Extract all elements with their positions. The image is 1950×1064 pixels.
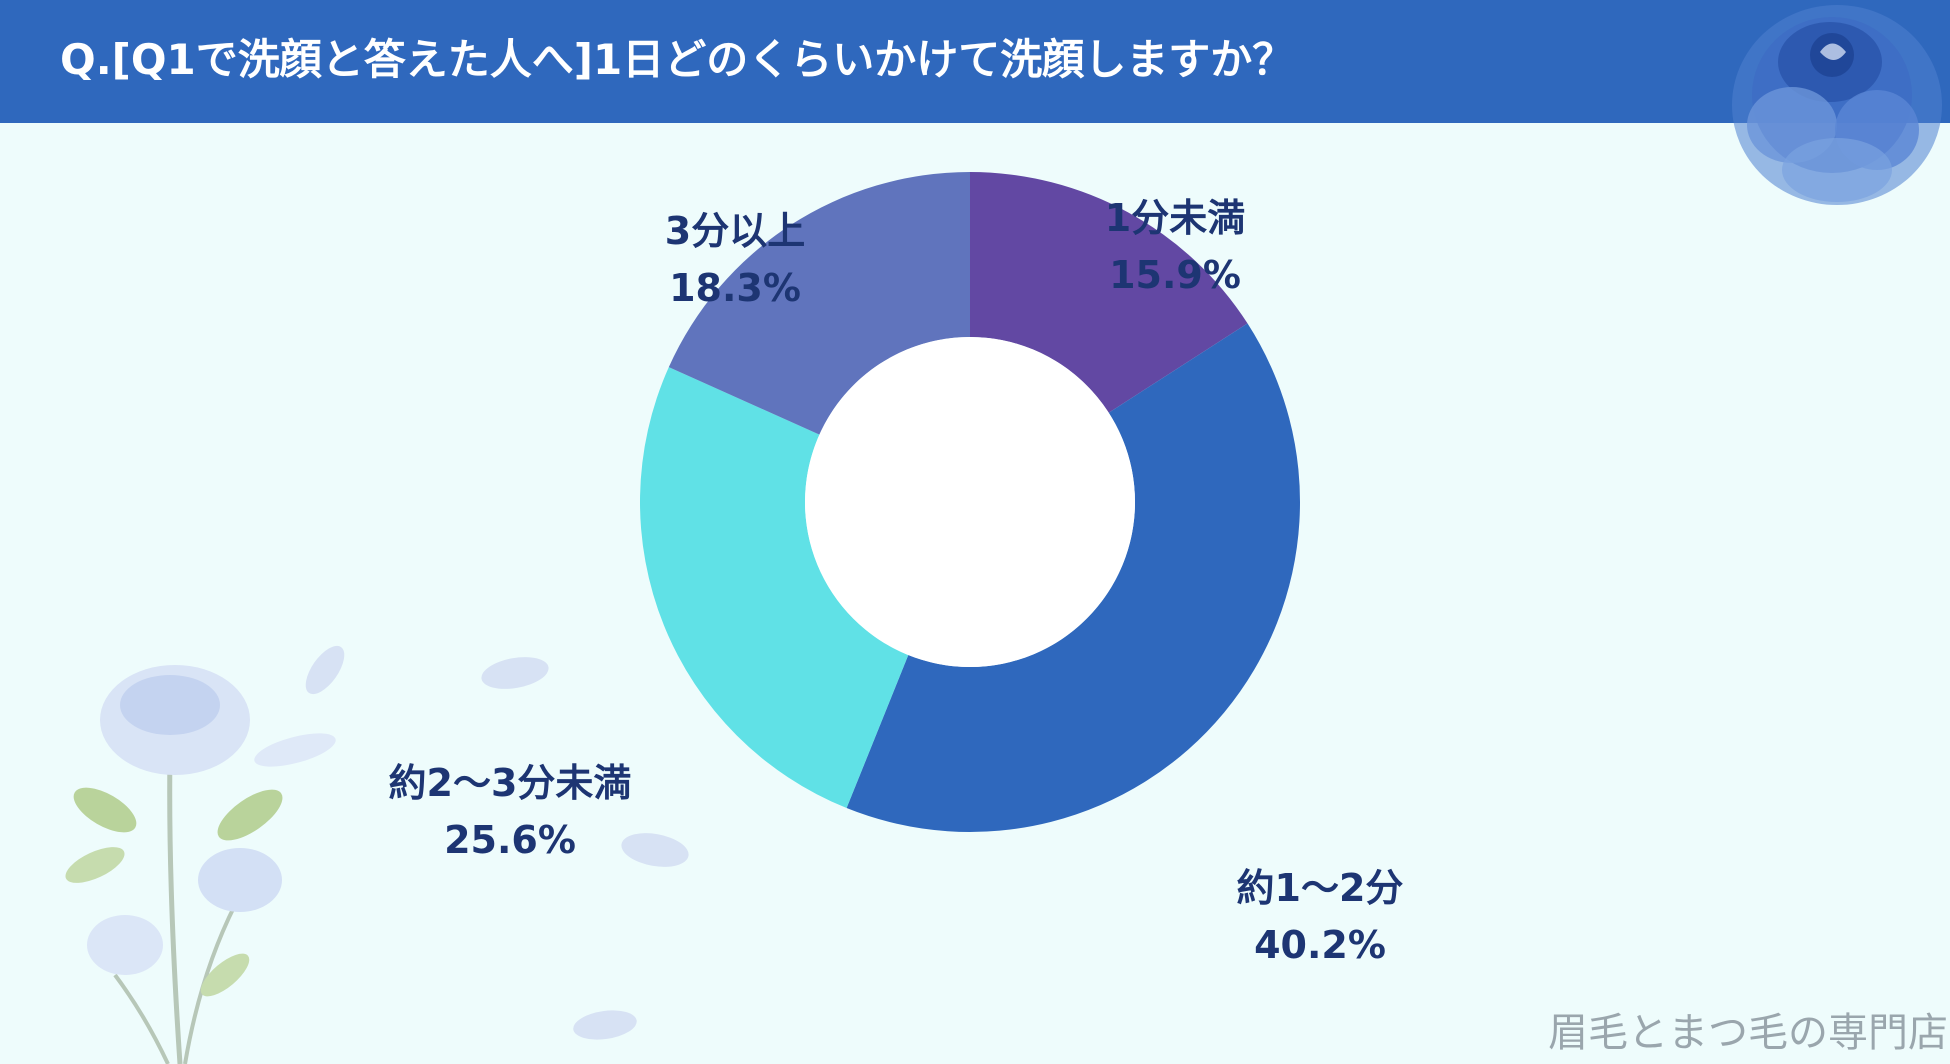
slice-category-label: 1分未満 <box>1104 196 1246 240</box>
slice-value-label: 18.3% <box>669 266 801 310</box>
petal-icon <box>481 657 549 689</box>
slice-label-3min-plus: 3分以上 18.3% <box>575 203 895 317</box>
white-rose-branch-icon <box>65 665 336 1064</box>
donut-slice-0 <box>970 172 1248 413</box>
watermark-text: 眉毛とまつ毛の専門店 <box>1548 1010 1948 1056</box>
petal-icon <box>305 645 345 695</box>
slice-category-label: 3分以上 <box>664 209 806 253</box>
slice-value-label: 15.9% <box>1109 253 1241 297</box>
slice-label-2-3min: 約2～3分未満 25.6% <box>350 755 670 869</box>
slice-category-label: 約2～3分未満 <box>388 761 632 805</box>
blue-rose-icon <box>1732 5 1942 205</box>
donut-hole <box>805 337 1135 667</box>
title-bar: Q.[Q1で洗顔と答えた人へ]1日どのくらいかけて洗顔しますか？ <box>0 0 1950 123</box>
petal-icon <box>573 1010 637 1040</box>
donut-slice-2 <box>640 367 909 809</box>
slice-value-label: 25.6% <box>444 818 576 862</box>
petal-icon <box>621 833 689 867</box>
donut-slice-3 <box>668 172 970 435</box>
chart-title: Q.[Q1で洗顔と答えた人へ]1日どのくらいかけて洗顔しますか？ <box>60 35 1295 84</box>
slice-value-label: 40.2% <box>1254 923 1386 967</box>
slice-category-label: 約1～2分 <box>1236 866 1404 910</box>
donut-slice-1 <box>846 323 1300 832</box>
slice-label-1-2min: 約1～2分 40.2% <box>1160 860 1480 974</box>
slice-label-less-than-1min: 1分未満 15.9% <box>1015 190 1335 304</box>
